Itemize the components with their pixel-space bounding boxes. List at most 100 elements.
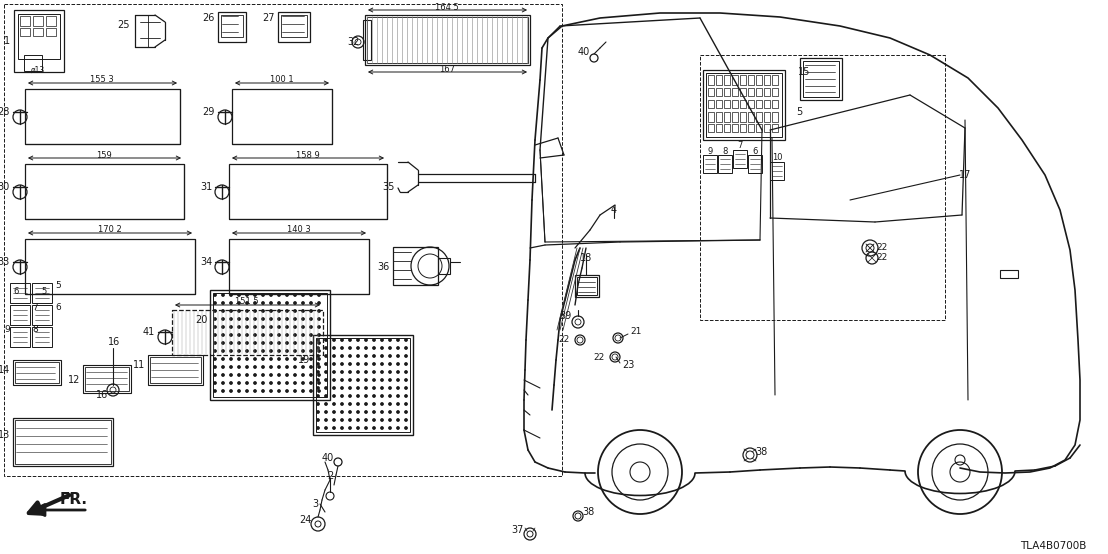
Bar <box>716 100 722 108</box>
Circle shape <box>404 403 408 406</box>
Bar <box>229 164 387 219</box>
Circle shape <box>380 418 383 422</box>
Circle shape <box>301 366 305 368</box>
Circle shape <box>349 338 351 341</box>
Circle shape <box>317 346 319 350</box>
Bar <box>213 293 327 397</box>
Circle shape <box>365 403 368 406</box>
Circle shape <box>277 357 280 361</box>
Circle shape <box>340 346 343 350</box>
Circle shape <box>246 301 248 305</box>
Circle shape <box>397 394 400 398</box>
Bar <box>724 100 730 108</box>
Circle shape <box>372 394 376 398</box>
Circle shape <box>372 346 376 350</box>
Circle shape <box>380 338 383 341</box>
Circle shape <box>261 389 265 392</box>
Text: 31: 31 <box>201 182 213 192</box>
Bar <box>800 58 842 100</box>
Circle shape <box>261 341 265 345</box>
Text: 36: 36 <box>378 262 390 272</box>
Circle shape <box>404 371 408 373</box>
Bar <box>702 70 784 140</box>
Circle shape <box>261 373 265 377</box>
Circle shape <box>309 294 312 296</box>
Circle shape <box>222 334 225 336</box>
Circle shape <box>301 310 305 312</box>
Circle shape <box>317 394 319 398</box>
Circle shape <box>222 294 225 296</box>
Circle shape <box>389 411 391 413</box>
Text: 30: 30 <box>0 182 10 192</box>
Circle shape <box>365 411 368 413</box>
Text: 32: 32 <box>348 37 360 47</box>
Circle shape <box>389 346 391 350</box>
Circle shape <box>365 418 368 422</box>
Circle shape <box>261 326 265 329</box>
Circle shape <box>277 389 280 392</box>
Circle shape <box>372 387 376 389</box>
Circle shape <box>349 418 351 422</box>
Circle shape <box>229 350 233 352</box>
Circle shape <box>317 411 319 413</box>
Circle shape <box>380 362 383 366</box>
Circle shape <box>277 366 280 368</box>
Circle shape <box>309 317 312 321</box>
Circle shape <box>301 382 305 384</box>
Text: 26: 26 <box>203 13 215 23</box>
Circle shape <box>357 427 359 429</box>
Circle shape <box>380 346 383 350</box>
Bar <box>172 310 324 355</box>
Circle shape <box>261 317 265 321</box>
Text: 5: 5 <box>796 107 802 117</box>
Bar <box>765 88 770 96</box>
Circle shape <box>237 317 240 321</box>
Circle shape <box>254 326 256 329</box>
Circle shape <box>269 310 273 312</box>
Circle shape <box>294 301 297 305</box>
Circle shape <box>269 301 273 305</box>
Text: 38: 38 <box>755 447 767 457</box>
Circle shape <box>404 418 408 422</box>
Circle shape <box>372 427 376 429</box>
Bar <box>33 28 43 36</box>
Circle shape <box>325 346 328 350</box>
Bar <box>732 124 738 132</box>
Circle shape <box>261 382 265 384</box>
Text: 40: 40 <box>321 453 334 463</box>
Text: 140 3: 140 3 <box>287 225 311 234</box>
Bar <box>716 112 722 122</box>
Bar <box>211 290 330 400</box>
Circle shape <box>404 378 408 382</box>
Text: 164 5: 164 5 <box>435 3 459 12</box>
Circle shape <box>349 362 351 366</box>
Circle shape <box>389 338 391 341</box>
Bar <box>316 338 410 432</box>
Text: 34: 34 <box>201 257 213 267</box>
Circle shape <box>286 301 288 305</box>
Circle shape <box>229 317 233 321</box>
Circle shape <box>340 371 343 373</box>
Circle shape <box>340 427 343 429</box>
Text: 14: 14 <box>0 365 10 375</box>
Circle shape <box>309 334 312 336</box>
Circle shape <box>372 362 376 366</box>
Circle shape <box>318 326 320 329</box>
Circle shape <box>332 338 336 341</box>
Circle shape <box>214 326 216 329</box>
Circle shape <box>340 418 343 422</box>
Text: 35: 35 <box>382 182 394 192</box>
Circle shape <box>246 317 248 321</box>
Bar <box>10 327 30 347</box>
Circle shape <box>237 366 240 368</box>
Text: 4: 4 <box>611 205 617 215</box>
Circle shape <box>309 326 312 329</box>
Circle shape <box>318 350 320 352</box>
Bar <box>708 75 714 85</box>
Circle shape <box>254 341 256 345</box>
Circle shape <box>389 403 391 406</box>
Circle shape <box>301 334 305 336</box>
Circle shape <box>365 355 368 357</box>
Text: 7: 7 <box>737 141 742 151</box>
Bar <box>220 15 243 37</box>
